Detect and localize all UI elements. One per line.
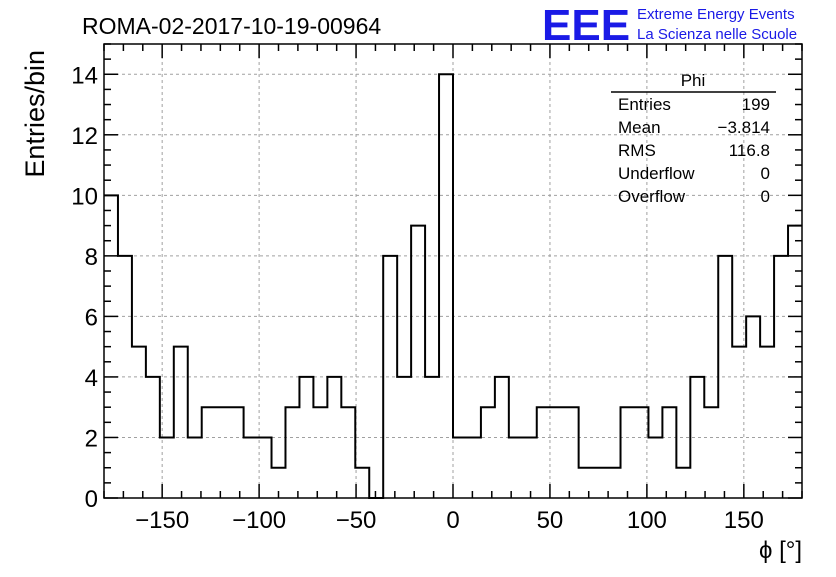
x-tick-label: 100: [627, 507, 667, 534]
stats-row-label: Mean: [618, 118, 661, 137]
x-tick-label: 0: [446, 507, 459, 534]
y-tick-label: 8: [85, 244, 98, 271]
stats-row-label: Overflow: [618, 187, 686, 206]
stats-rows: Entries 199 Mean −3.814 RMS 116.8 Underflow 0 Ov…: [618, 95, 770, 206]
eee-logo: EEE Extreme Energy Events La Scienza nel…: [542, 1, 797, 50]
histogram-outline: [104, 73, 802, 499]
y-axis-label: Entries/bin: [20, 50, 50, 178]
org-name-line2: La Scienza nelle Scuole: [637, 26, 797, 43]
stats-row-value: 0: [761, 164, 770, 183]
stats-row-label: Entries: [618, 95, 671, 114]
y-tick-label: 2: [85, 425, 98, 452]
eee-logo-text: EEE: [542, 1, 630, 50]
y-tick-label: 10: [71, 183, 98, 210]
x-tick-labels: −150 −100 −50 0 50 100 150: [135, 507, 764, 534]
y-tick-label: 4: [85, 365, 98, 392]
stats-row-value: 0: [761, 187, 770, 206]
stats-row-value: 199: [742, 95, 770, 114]
x-axis-label: ϕ [°]: [759, 537, 802, 564]
stats-row-value: −3.814: [718, 118, 770, 137]
x-tick-label: −50: [336, 507, 377, 534]
stats-row-label: RMS: [618, 141, 656, 160]
x-tick-label: 50: [537, 507, 564, 534]
stats-box: Phi Entries 199 Mean −3.814 RMS 116.8 Underflo…: [611, 71, 776, 206]
y-tick-label: 12: [71, 123, 98, 150]
y-tick-label: 14: [71, 62, 98, 89]
x-tick-label: −100: [232, 507, 286, 534]
y-tick-labels: 0 2 4 6 8 10 12 14: [71, 62, 98, 513]
org-name-line1: Extreme Energy Events: [637, 6, 795, 23]
y-tick-label: 0: [85, 486, 98, 513]
stats-row-value: 116.8: [729, 141, 770, 160]
stats-title: Phi: [681, 71, 706, 90]
x-tick-label: 150: [724, 507, 764, 534]
stats-row-label: Underflow: [618, 164, 695, 183]
x-tick-label: −150: [135, 507, 189, 534]
axis-ticks: [103, 43, 803, 499]
run-title: ROMA-02-2017-10-19-00964: [82, 13, 381, 39]
y-tick-label: 6: [85, 304, 98, 331]
